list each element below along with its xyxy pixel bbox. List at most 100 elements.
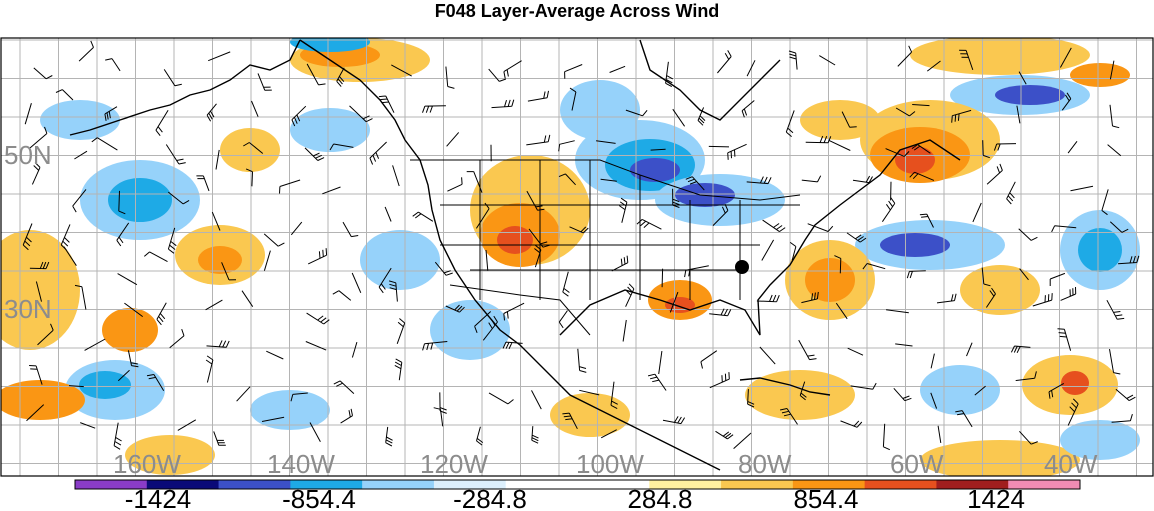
longitude-label-80w: 80W — [738, 449, 792, 479]
wind-barb — [930, 392, 938, 409]
wind-barb — [28, 126, 48, 150]
wind-barb — [169, 328, 185, 349]
wind-barb — [801, 175, 822, 183]
wind-barb — [840, 420, 863, 428]
wind-barb — [117, 369, 130, 382]
wind-barb — [474, 311, 492, 333]
wind-barb — [333, 380, 355, 394]
wind-barb — [33, 67, 53, 80]
wind-barb — [332, 290, 352, 301]
wind-barb — [261, 416, 285, 422]
wind-barb — [290, 221, 303, 236]
wind-barb — [1109, 60, 1115, 80]
wind-barb — [1118, 255, 1140, 265]
wind-barb — [384, 206, 392, 222]
wind-barb — [709, 308, 732, 317]
contour-fill-region — [630, 158, 680, 182]
contour-fill-layer — [1, 38, 1140, 476]
colorbar-segment — [936, 480, 1009, 489]
wind-barb — [697, 107, 706, 126]
wind-barb — [396, 318, 406, 344]
wind-barb — [1067, 398, 1079, 426]
wind-barb — [340, 408, 353, 424]
wind-barb — [834, 255, 842, 274]
wind-barb — [1057, 328, 1072, 351]
wind-barb — [257, 73, 272, 91]
wind-barb — [445, 304, 465, 313]
wind-barb — [206, 103, 217, 122]
colorbar-segment — [649, 480, 722, 489]
wind-barb — [936, 293, 957, 304]
wind-barb — [762, 219, 786, 233]
wind-barb — [349, 105, 373, 123]
colorbar — [75, 480, 1081, 489]
wind-barb — [466, 171, 483, 193]
state-lines — [440, 160, 800, 300]
wind-barb — [1109, 104, 1120, 129]
wind-barb — [1015, 371, 1037, 381]
wind-barb — [569, 226, 589, 234]
wind-barb — [491, 99, 515, 109]
wind-barb — [205, 355, 214, 383]
wind-barb — [684, 265, 709, 278]
contour-fill-region — [497, 226, 533, 254]
wind-barb — [24, 103, 32, 125]
wind-barb — [930, 353, 935, 369]
wind-barb — [819, 55, 836, 66]
wind-barb — [650, 148, 666, 151]
wind-barb — [850, 382, 877, 390]
wind-barb — [733, 432, 752, 449]
wind-barb — [290, 392, 308, 402]
colorbar-tick-label-3: -284.8 — [453, 484, 527, 511]
wind-barb — [717, 50, 732, 74]
colorbar-segment — [864, 480, 937, 489]
wind-barb — [1060, 286, 1077, 301]
colorbar-segment — [75, 480, 148, 489]
wind-barb — [1067, 140, 1078, 154]
wind-barb — [761, 239, 775, 261]
wind-barb — [959, 49, 974, 71]
wind-barb — [647, 373, 667, 391]
wind-barb — [756, 294, 780, 303]
wind-barb — [852, 175, 873, 184]
wind-barb — [329, 143, 354, 151]
wind-barb — [307, 248, 328, 265]
contour-fill-region — [198, 246, 242, 274]
wind-barb — [502, 341, 523, 350]
wind-barb — [985, 287, 996, 308]
wind-barb — [422, 105, 446, 113]
wind-barb — [236, 386, 251, 402]
wind-barb — [981, 267, 991, 287]
wind-barb — [22, 223, 33, 251]
wind-barb — [741, 100, 755, 118]
wind-barb — [485, 249, 489, 271]
wind-barb — [306, 63, 326, 86]
wind-barb — [167, 227, 177, 254]
coastlines — [69, 39, 961, 471]
north-america-gulf-east-coast — [559, 139, 961, 336]
longitude-label-160w: 160W — [113, 449, 181, 479]
wind-barb — [156, 302, 167, 326]
wind-barb — [68, 385, 84, 388]
wind-barb — [117, 273, 138, 286]
contour-fill-region — [920, 440, 1080, 476]
wind-barb — [669, 291, 679, 313]
wind-barb — [712, 203, 729, 226]
wind-barb — [29, 261, 50, 270]
wind-barb — [105, 58, 121, 72]
wind-barb — [974, 385, 986, 396]
wind-barb — [610, 381, 618, 410]
wind-barb — [955, 410, 973, 428]
wind-barb — [1106, 299, 1125, 320]
wind-barb — [488, 392, 514, 405]
wind-barb — [31, 162, 41, 185]
wind-barb — [1010, 345, 1031, 354]
colorbar-segment — [505, 480, 578, 489]
wind-barb — [579, 389, 600, 396]
wind-barb — [909, 171, 935, 181]
wind-barb — [305, 341, 327, 351]
wind-barb — [562, 412, 578, 430]
wind-barb — [779, 408, 798, 425]
contour-fill-region — [220, 128, 280, 172]
wind-barb — [146, 374, 165, 391]
